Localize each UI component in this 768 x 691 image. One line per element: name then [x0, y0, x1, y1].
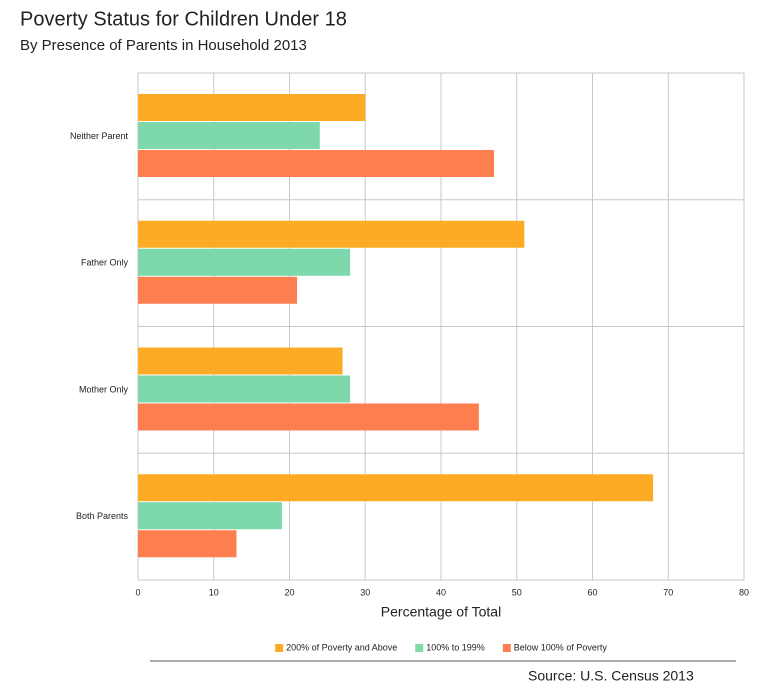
bar: [138, 150, 495, 177]
chart-title: Poverty Status for Children Under 18: [20, 8, 347, 30]
x-tick-label: 60: [587, 587, 597, 597]
x-tick-label: 0: [135, 587, 140, 597]
bar: [138, 276, 298, 304]
y-tick-label: Neither Parent: [70, 131, 129, 141]
x-tick-label: 50: [512, 587, 522, 597]
bar: [138, 220, 525, 248]
x-tick-label: 80: [739, 587, 749, 597]
bar: [138, 94, 366, 121]
bar: [138, 375, 351, 403]
legend-swatch: [502, 644, 511, 652]
y-tick-label: Father Only: [81, 258, 129, 268]
x-tick-label: 30: [360, 587, 370, 597]
bar: [138, 347, 343, 375]
legend-label: 200% of Poverty and Above: [286, 642, 397, 652]
bar: [138, 474, 654, 502]
x-tick-label: 10: [209, 587, 219, 597]
legend-label: 100% to 199%: [426, 642, 485, 652]
bar: [138, 248, 351, 276]
source-note: Source: U.S. Census 2013: [528, 668, 694, 684]
legend-swatch: [275, 644, 284, 652]
x-axis-label: Percentage of Total: [381, 604, 501, 620]
chart-subtitle: By Presence of Parents in Household 2013: [20, 37, 307, 54]
x-tick-label: 20: [284, 587, 294, 597]
x-tick-label: 40: [436, 587, 446, 597]
legend-label: Below 100% of Poverty: [514, 642, 608, 652]
bar: [138, 502, 282, 530]
x-tick-label: 70: [663, 587, 673, 597]
y-tick-label: Both Parents: [76, 511, 129, 521]
bar: [138, 530, 237, 558]
bar: [138, 122, 320, 149]
y-tick-label: Mother Only: [79, 384, 129, 394]
bar: [138, 403, 479, 431]
legend-swatch: [415, 644, 424, 652]
